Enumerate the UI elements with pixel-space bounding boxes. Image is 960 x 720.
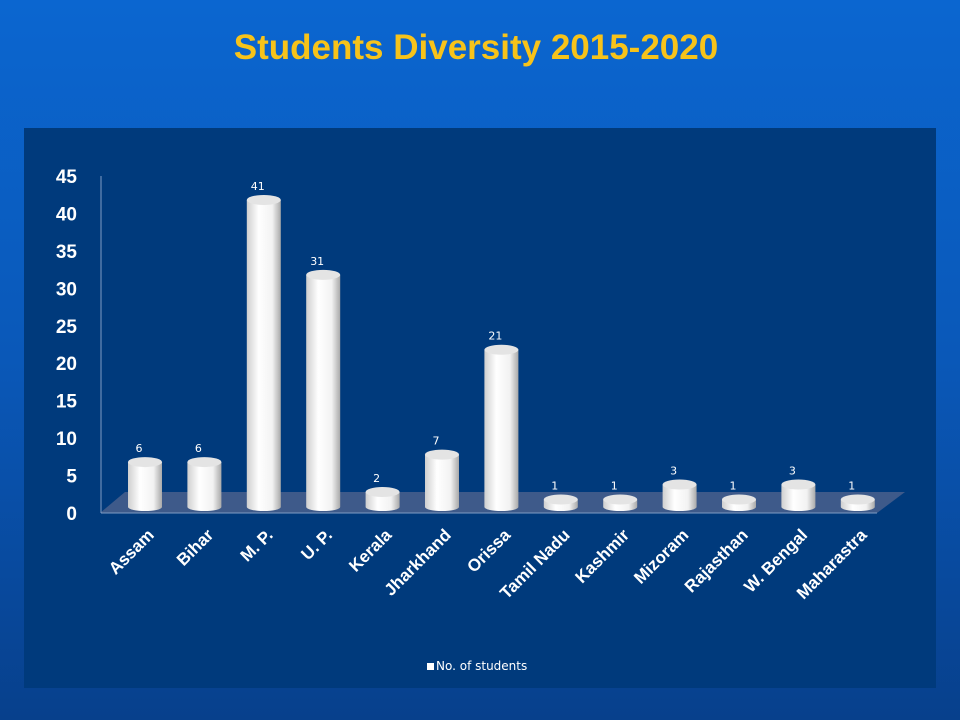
y-tick-label: 25 bbox=[56, 317, 78, 338]
x-tick-label: Bihar bbox=[173, 525, 217, 569]
x-tick-label: Orissa bbox=[463, 525, 514, 576]
x-tick-label: Assam bbox=[105, 525, 158, 578]
y-tick-label: 15 bbox=[56, 392, 78, 413]
bar-kerala: 2 Kerala bbox=[345, 472, 400, 576]
bar-top bbox=[722, 494, 756, 505]
data-label: 1 bbox=[551, 480, 558, 493]
bar-body bbox=[484, 349, 519, 511]
bar-top bbox=[840, 494, 875, 505]
data-label: 1 bbox=[730, 480, 737, 493]
legend-swatch bbox=[427, 662, 434, 670]
bar-top bbox=[484, 344, 519, 355]
bar-body bbox=[187, 462, 222, 511]
y-tick-label: 10 bbox=[56, 429, 77, 450]
y-tick-label: 40 bbox=[56, 204, 77, 225]
bar-body bbox=[306, 274, 341, 511]
data-label: 1 bbox=[611, 480, 618, 493]
bar-top bbox=[603, 494, 638, 505]
bar-mizoram: 3 Mizoram bbox=[630, 465, 697, 588]
bar-body bbox=[246, 199, 281, 511]
y-tick-label: 35 bbox=[56, 242, 78, 263]
bar-top bbox=[662, 479, 697, 490]
x-tick-label: U. P. bbox=[297, 525, 336, 564]
data-label: 21 bbox=[488, 330, 502, 343]
bar-body bbox=[662, 484, 697, 511]
data-label: 7 bbox=[433, 435, 440, 448]
plot-panel bbox=[24, 128, 936, 688]
data-label: 1 bbox=[848, 480, 855, 493]
bar-top bbox=[365, 487, 400, 498]
bar-w-bengal: 3W. Bengal bbox=[740, 465, 816, 596]
bar-body bbox=[365, 492, 400, 511]
bar-top bbox=[187, 457, 222, 468]
bar-top bbox=[306, 269, 341, 280]
legend: No. of students bbox=[427, 659, 527, 673]
y-tick-label: 20 bbox=[56, 354, 77, 375]
bar-top bbox=[543, 494, 578, 505]
bar-u-p-: 31 U. P. bbox=[297, 255, 341, 564]
data-label: 3 bbox=[789, 465, 796, 478]
data-label: 6 bbox=[195, 442, 202, 455]
x-tick-label: Kerala bbox=[345, 525, 396, 576]
bar-top bbox=[781, 479, 816, 490]
legend-label: No. of students bbox=[436, 659, 528, 673]
x-tick-label: Mizoram bbox=[630, 525, 692, 587]
data-label: 6 bbox=[136, 442, 143, 455]
x-tick-label: M. P. bbox=[237, 525, 277, 565]
data-label: 3 bbox=[670, 465, 677, 478]
bar-top bbox=[425, 449, 459, 460]
bar-top bbox=[128, 457, 162, 468]
data-label: 2 bbox=[373, 472, 380, 485]
bar-top bbox=[246, 194, 281, 205]
y-tick-label: 0 bbox=[66, 504, 77, 525]
data-label: 41 bbox=[251, 180, 265, 193]
data-label: 31 bbox=[310, 255, 324, 268]
chart-title: Students Diversity 2015-2020 bbox=[233, 28, 719, 67]
y-tick-label: 45 bbox=[56, 167, 78, 188]
y-tick-label: 30 bbox=[56, 279, 77, 300]
bar-body bbox=[128, 462, 162, 511]
bar-orissa: 21 Orissa bbox=[463, 330, 519, 576]
bar-body bbox=[425, 454, 459, 511]
y-tick-label: 5 bbox=[66, 467, 77, 488]
x-tick-label: Rajasthan bbox=[681, 525, 752, 596]
bar-body bbox=[781, 484, 816, 511]
x-tick-label: Kashmir bbox=[571, 525, 633, 587]
